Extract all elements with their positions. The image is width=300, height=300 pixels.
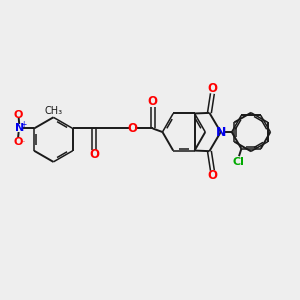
- Text: O: O: [14, 136, 23, 146]
- Text: N: N: [15, 123, 24, 133]
- Text: CH₃: CH₃: [44, 106, 62, 116]
- Text: O: O: [207, 169, 218, 182]
- Text: O: O: [207, 82, 218, 95]
- Text: ⁻: ⁻: [20, 138, 24, 147]
- Text: +: +: [20, 120, 27, 129]
- Text: N: N: [216, 125, 226, 139]
- Text: O: O: [127, 122, 137, 135]
- Text: O: O: [148, 95, 158, 109]
- Text: O: O: [14, 110, 23, 120]
- Text: Cl: Cl: [232, 157, 244, 166]
- Text: O: O: [89, 148, 99, 161]
